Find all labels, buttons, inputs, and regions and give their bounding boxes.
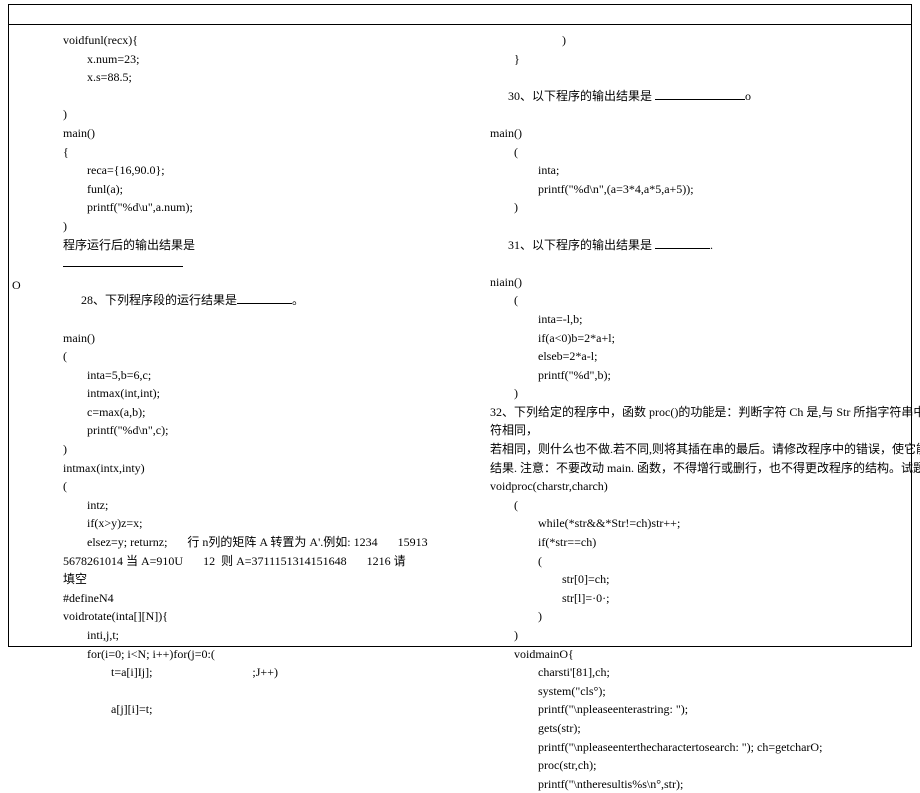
question-31: 31、以下程序的输出结果是 . xyxy=(490,217,901,273)
code: x.num=23; xyxy=(39,50,450,69)
question-32b: 符相同， xyxy=(490,421,901,440)
matrix-row-1: elsez=y; returnz; 行 n列的矩阵 A 转置为 A'.例如: 1… xyxy=(39,533,450,552)
q30-suffix: o xyxy=(745,89,751,103)
code: printf("%d\n",c); xyxy=(39,421,450,440)
code: inti,j,t; xyxy=(39,626,450,645)
right-column: ) } 30、以下程序的输出结果是 o main() ( inta; print… xyxy=(460,25,911,646)
text: 1216 请 xyxy=(367,552,406,571)
code: ) xyxy=(39,217,450,236)
code: inta=-l,b; xyxy=(490,310,901,329)
code: ) xyxy=(39,440,450,459)
code: niain() xyxy=(490,273,901,292)
code: system("cls°); xyxy=(490,682,901,701)
margin-o: O xyxy=(12,278,21,293)
text: 行 n列的矩阵 A 转置为 A'.例如: 1234 xyxy=(187,533,377,552)
code xyxy=(39,87,450,106)
code: main() xyxy=(39,329,450,348)
text: 程序运行后的输出结果是 xyxy=(39,236,450,255)
code: ( xyxy=(490,291,901,310)
question-30: 30、以下程序的输出结果是 o xyxy=(490,68,901,124)
blank xyxy=(39,254,450,273)
code: a[j][i]=t; xyxy=(39,700,450,719)
code: { xyxy=(39,143,450,162)
code: str[0]=ch; xyxy=(490,570,901,589)
code: funl(a); xyxy=(39,180,450,199)
text: 填空 xyxy=(39,570,450,589)
code: c=max(a,b); xyxy=(39,403,450,422)
q31-suffix: . xyxy=(710,238,713,252)
code: x.s=88.5; xyxy=(39,68,450,87)
code: intz; xyxy=(39,496,450,515)
code: ) xyxy=(490,384,901,403)
q31-text: 31、以下程序的输出结果是 xyxy=(508,238,652,252)
text: 12 则 A=3711151314151648 xyxy=(203,552,347,571)
text: 5678261014 当 A=910U xyxy=(39,552,183,571)
code: voidproc(charstr,charch) xyxy=(490,477,901,496)
blank xyxy=(39,682,450,701)
code: ) xyxy=(490,626,901,645)
left-column: voidfunl(recx){ x.num=23; x.s=88.5; ) ma… xyxy=(9,25,460,646)
code: if(x>y)z=x; xyxy=(39,514,450,533)
code: t=a[i]Ij]; xyxy=(39,663,152,682)
code: proc(str,ch); xyxy=(490,756,901,775)
code: ;J++) xyxy=(172,663,278,682)
code: reca={16,90.0}; xyxy=(39,161,450,180)
code: elsez=y; returnz; xyxy=(39,533,167,552)
q30-text: 30、以下程序的输出结果是 xyxy=(508,89,652,103)
q28-suffix: 。 xyxy=(292,293,304,307)
question-32a: 32、下列给定的程序中，函数 proc()的功能是：判断字符 Ch 是,与 St… xyxy=(490,403,901,422)
content-area: voidfunl(recx){ x.num=23; x.s=88.5; ) ma… xyxy=(8,24,912,647)
code: ) xyxy=(490,607,901,626)
code: inta=5,b=6,c; xyxy=(39,366,450,385)
header-band xyxy=(8,4,912,24)
question-32c: 若相同，则什么也不做.若不同,则将其插在串的最后。请修改程序中的错误，使它能得出… xyxy=(490,440,901,459)
code: while(*str&&*Str!=ch)str++; xyxy=(490,514,901,533)
code: ( xyxy=(490,496,901,515)
matrix-row-2: 5678261014 当 A=910U 12 则 A=3711151314151… xyxy=(39,552,450,571)
code: voidfunl(recx){ xyxy=(39,31,450,50)
code: gets(str); xyxy=(490,719,901,738)
code: if(a<0)b=2*a+l; xyxy=(490,329,901,348)
code: if(*str==ch) xyxy=(490,533,901,552)
code: elseb=2*a-l; xyxy=(490,347,901,366)
code: printf("%d\u",a.num); xyxy=(39,198,450,217)
code: ( xyxy=(490,552,901,571)
question-28: 28、下列程序段的运行结果是 。 xyxy=(39,273,450,329)
code-row: t=a[i]Ij]; ;J++) xyxy=(39,663,450,682)
code: intmax(intx,inty) xyxy=(39,459,450,478)
code: printf("\ntheresultis%s\n°,str); xyxy=(490,775,901,793)
code: ( xyxy=(490,143,901,162)
code: } xyxy=(490,50,901,69)
text: 15913 xyxy=(398,533,428,552)
code: ) xyxy=(39,105,450,124)
code: printf("\npleaseenterastring: "); xyxy=(490,700,901,719)
code: ( xyxy=(39,347,450,366)
code: ( xyxy=(39,477,450,496)
code: printf("\npleaseenterthecharactertosearc… xyxy=(490,738,901,757)
code: printf("%d\n",(a=3*4,a*5,a+5)); xyxy=(490,180,901,199)
code: main() xyxy=(39,124,450,143)
code: ) xyxy=(490,31,901,50)
code: inta; xyxy=(490,161,901,180)
code: voidrotate(inta[][N]){ xyxy=(39,607,450,626)
question-32d: 结果. 注意：不要改动 main. 函数，不得增行或删行，也不得更改程序的结构。… xyxy=(490,459,901,478)
code: charsti'[81],ch; xyxy=(490,663,901,682)
code: intmax(int,int); xyxy=(39,384,450,403)
q28-text: 28、下列程序段的运行结果是 xyxy=(81,293,237,307)
code: ) xyxy=(490,198,901,217)
code: for(i=0; i<N; i++)for(j=0:( xyxy=(39,645,450,664)
code: printf("%d",b); xyxy=(490,366,901,385)
code: main() xyxy=(490,124,901,143)
code: str[l]=·0·; xyxy=(490,589,901,608)
code: voidmainO{ xyxy=(490,645,901,664)
code: #defineN4 xyxy=(39,589,450,608)
